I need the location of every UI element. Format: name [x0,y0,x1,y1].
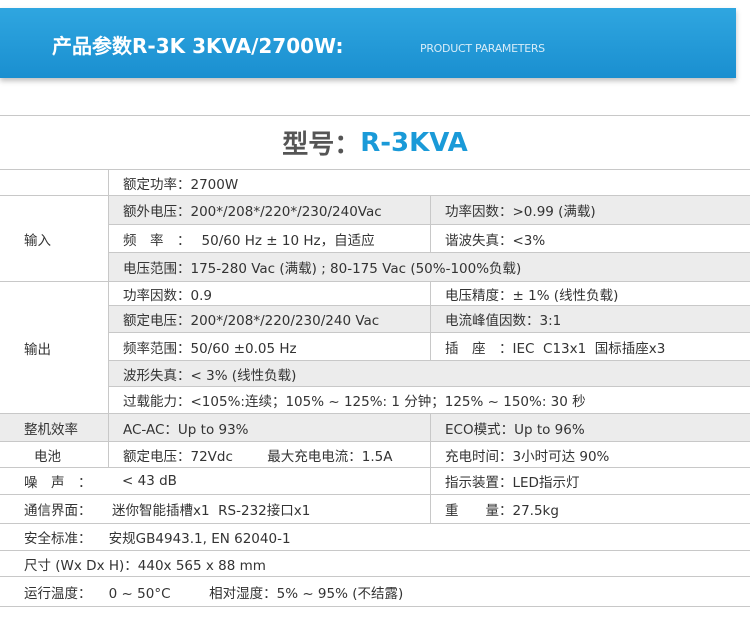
cell: 功率因数：0.9 [108,282,430,306]
cell: < 43 dB [108,468,430,495]
row-label: 整机效率 [0,414,108,442]
row: 运行温度： 0 ~ 50°C 相对湿度：5% ~ 95% (不结露) [0,577,750,607]
cell: 波形失真：< 3% (线性负载) [108,361,750,387]
row: 尺寸 (Wx Dx H)：440x 565 x 88 mm [0,551,750,577]
cell: 谐波失真：<3% [430,225,750,253]
cell: 充电时间：3小时可达 90% [430,442,750,468]
model-row: 型号： R-3KVA [0,115,750,170]
cell: 迷你智能插槽x1 RS-232接口x1 [108,495,430,524]
cell: 额外电压：200*/208*/220*/230/240Vac [108,196,430,225]
cell: 频率范围：50/60 ±0.05 Hz [108,333,430,361]
model-value: R-3KVA [360,127,468,158]
banner: 产品参数R-3K 3KVA/2700W: PRODUCT PARAMETERS [0,8,736,78]
cell: ECO模式：Up to 96% [430,414,750,442]
cell: 电压精度：± 1% (线性负载) [430,282,750,306]
row-label: 电池 [0,442,108,468]
row-label: 噪 声 ： [0,468,108,495]
cell: 插 座 ：IEC C13x1 国标插座x3 [430,333,750,361]
cell: 电压范围：175-280 Vac (满载) ; 80-175 Vac (50%-… [108,253,750,282]
banner-subtitle: PRODUCT PARAMETERS [420,42,545,55]
cell: 过载能力：<105%:连续；105% ~ 125%: 1 分钟；125% ~ 1… [108,387,750,414]
cell: 额定电压：200*/208*/220/230/240 Vac [108,306,430,333]
cell: 频 率 ： 50/60 Hz ± 10 Hz，自适应 [108,225,430,253]
cell: 功率因数：>0.99 (满载) [430,196,750,225]
group-label: 输入 [0,196,108,282]
cell: 电流峰值因数：3:1 [430,306,750,333]
group-label: 输出 [0,282,108,414]
cell: 重 量：27.5kg [430,495,750,524]
cell: 指示装置：LED指示灯 [430,468,750,495]
cell: AC-AC：Up to 93% [108,414,430,442]
blank-cell [0,170,108,196]
row: 安全标准： 安规GB4943.1, EN 62040-1 [0,524,750,551]
cell: 额定功率：2700W [108,170,750,196]
cell: 额定电压：72Vdc 最大充电电流：1.5A [108,442,430,468]
model-label: 型号： [282,130,361,160]
row-label: 通信界面： [0,495,108,524]
banner-title: 产品参数R-3K 3KVA/2700W: [52,34,344,58]
